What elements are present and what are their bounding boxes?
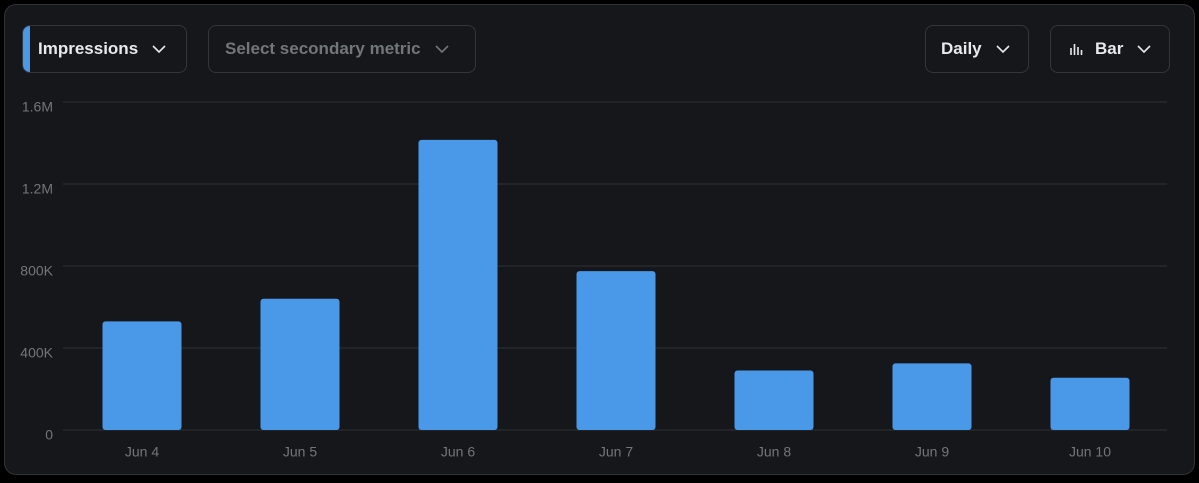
bar [576, 271, 656, 430]
x-tick-label: Jun 5 [283, 444, 317, 460]
primary-metric-label: Impressions [38, 39, 139, 58]
interval-button[interactable]: Daily [925, 25, 1029, 73]
primary-metric-button[interactable]: Impressions [22, 25, 187, 73]
y-tick-label: 0 [45, 427, 53, 443]
y-tick-label: 1.2M [22, 181, 53, 197]
chevron-icon [435, 45, 449, 53]
chart-type-button[interactable]: Bar [1050, 25, 1170, 73]
interval-label: Daily [941, 39, 982, 58]
x-tick-label: Jun 10 [1069, 444, 1111, 460]
chevron-icon [996, 45, 1010, 53]
bar [1050, 377, 1130, 430]
x-tick-label: Jun 4 [125, 444, 159, 460]
bar [418, 139, 498, 431]
metric-accent [23, 26, 30, 72]
x-tick-label: Jun 7 [599, 444, 633, 460]
x-tick-label: Jun 8 [757, 444, 791, 460]
bar [734, 370, 814, 430]
chart-type-label: Bar [1095, 39, 1124, 58]
x-tick-label: Jun 9 [915, 444, 949, 460]
x-tick-label: Jun 6 [441, 444, 475, 460]
secondary-metric-button[interactable]: Select secondary metric [208, 25, 476, 73]
bar [260, 298, 340, 430]
y-tick-label: 800K [20, 263, 53, 279]
y-tick-label: 1.6M [22, 99, 53, 115]
y-tick-label: 400K [20, 345, 53, 361]
chevron-icon [152, 45, 166, 53]
bar [892, 363, 972, 430]
secondary-metric-label: Select secondary metric [225, 39, 421, 58]
chevron-icon [1137, 45, 1151, 53]
bar-chart-icon [1070, 44, 1083, 55]
bar [102, 321, 182, 430]
